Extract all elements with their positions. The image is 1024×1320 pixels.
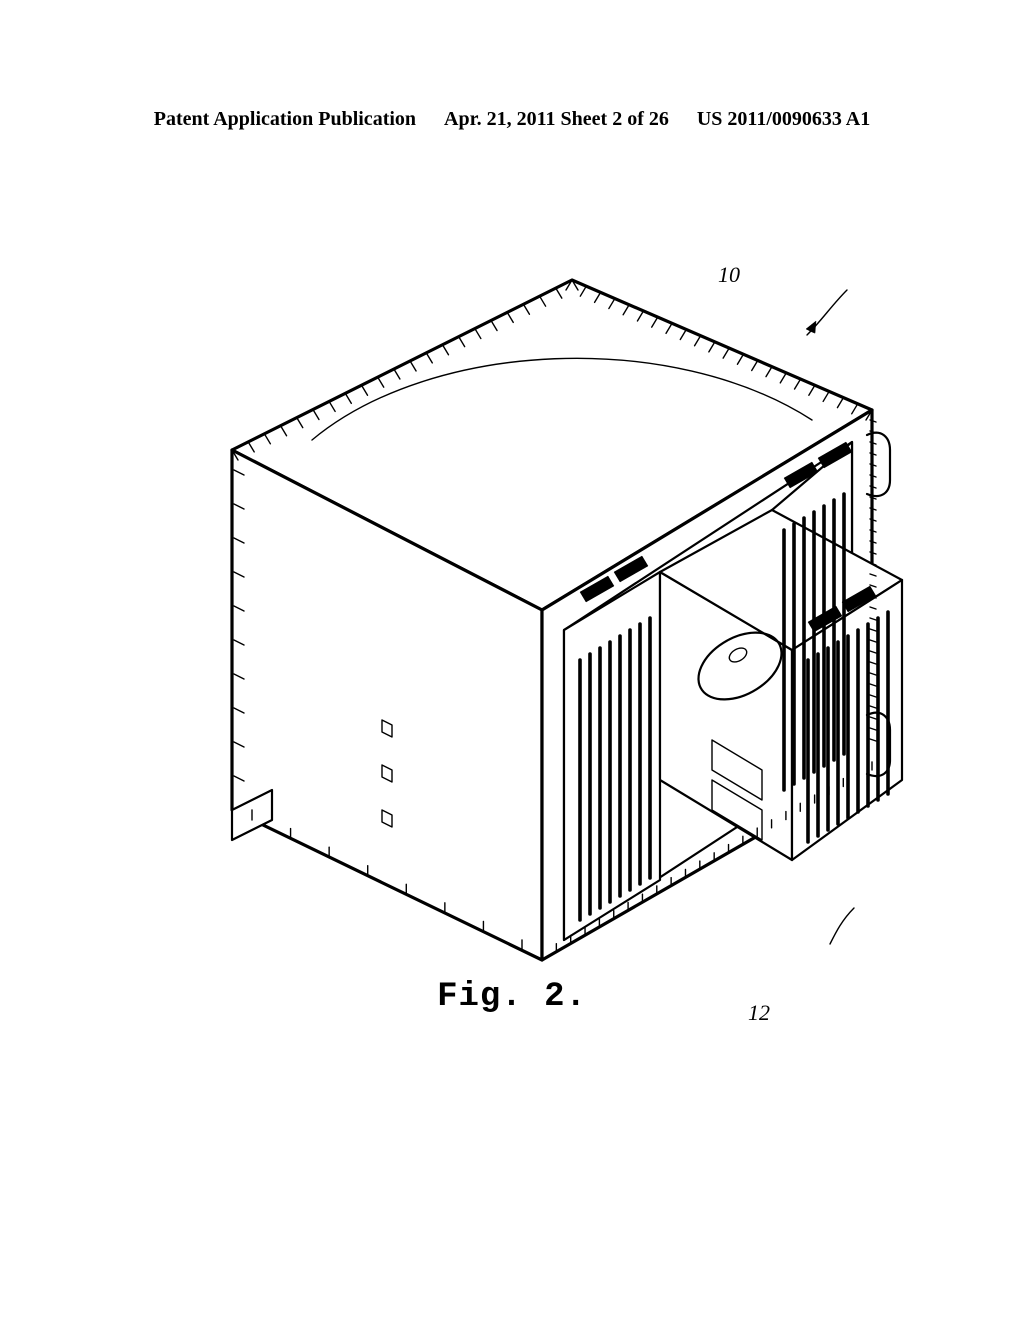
header-left: Patent Application Publication [154, 108, 416, 131]
ref-label-10: 10 [718, 262, 740, 288]
figure-caption: Fig. 2. [0, 978, 1024, 1016]
figure-drawing [112, 220, 912, 1020]
header-center: Apr. 21, 2011 Sheet 2 of 26 [444, 108, 669, 131]
patent-header: Patent Application Publication Apr. 21, … [0, 108, 1024, 131]
header-right: US 2011/0090633 A1 [697, 108, 870, 131]
ref-label-12: 12 [748, 1000, 770, 1026]
